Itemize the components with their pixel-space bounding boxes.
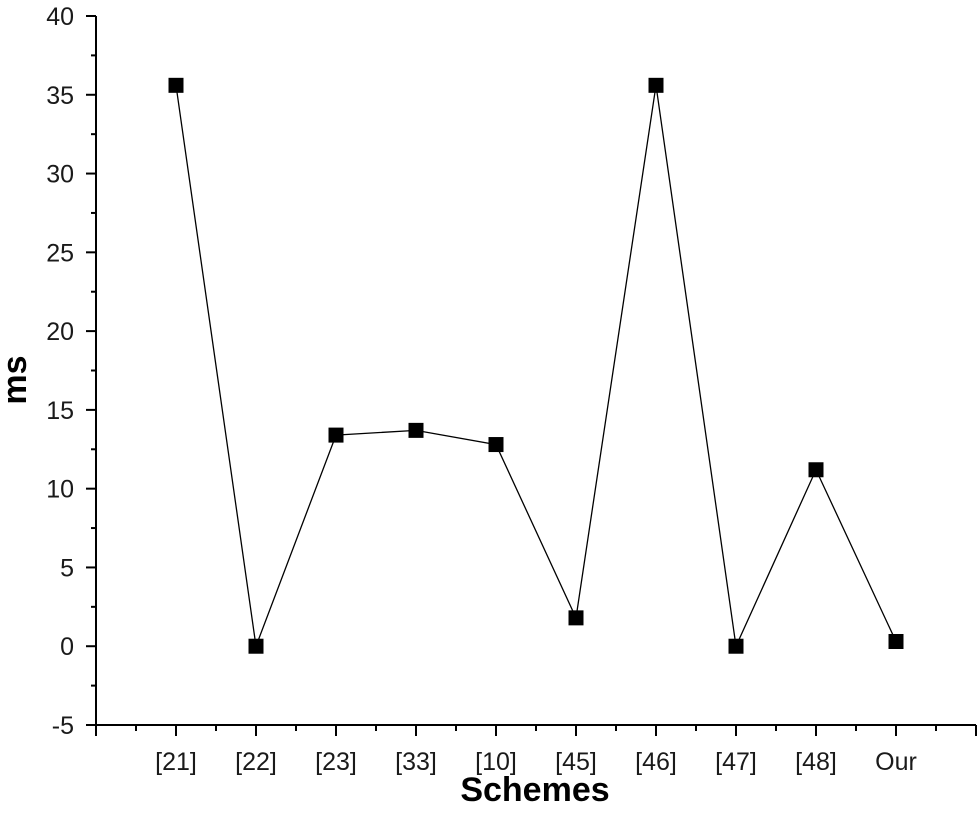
data-series (168, 77, 904, 654)
x-tick-label: [33] (395, 748, 437, 776)
y-tick-label: 25 (46, 239, 74, 267)
data-point-marker (728, 638, 744, 654)
x-axis-title: Schemes (460, 771, 609, 809)
y-tick-label: 40 (46, 3, 74, 31)
data-point-marker (248, 638, 264, 654)
x-tick-label: [23] (315, 748, 357, 776)
y-tick-label: 35 (46, 82, 74, 110)
x-tick-label: [10] (475, 748, 517, 776)
data-point-marker (808, 462, 824, 478)
y-axis-title: ms (0, 355, 34, 404)
y-tick-label: 20 (46, 318, 74, 346)
data-point-marker (568, 610, 584, 626)
y-axis-ticks: -5 0 5 10 15 20 25 30 35 40 (46, 3, 96, 740)
y-tick-label: 30 (46, 161, 74, 189)
data-point-marker (488, 437, 504, 453)
y-tick-label: 10 (46, 476, 74, 504)
y-tick-label: 15 (46, 397, 74, 425)
axes (95, 16, 976, 726)
x-tick-label: [48] (795, 748, 837, 776)
series-line (175, 85, 897, 649)
x-tick-label: [22] (235, 748, 277, 776)
x-axis-ticks: [21] [22] [23] [33] [10] [45] [46] [47] [48] Our (95, 725, 977, 776)
x-tick-label: [46] (635, 748, 677, 776)
data-point-marker (888, 633, 904, 649)
y-tick-label: -5 (52, 712, 74, 740)
x-tick-label: [45] (555, 748, 597, 776)
x-tick-label: Our (875, 748, 917, 776)
data-point-marker (408, 422, 424, 438)
data-point-marker (648, 77, 664, 93)
x-tick-label: [47] (715, 748, 757, 776)
data-point-marker (168, 77, 184, 93)
x-tick-label: [21] (155, 748, 197, 776)
y-tick-label: 0 (60, 633, 74, 661)
data-point-marker (328, 427, 344, 443)
y-tick-label: 5 (60, 554, 74, 582)
